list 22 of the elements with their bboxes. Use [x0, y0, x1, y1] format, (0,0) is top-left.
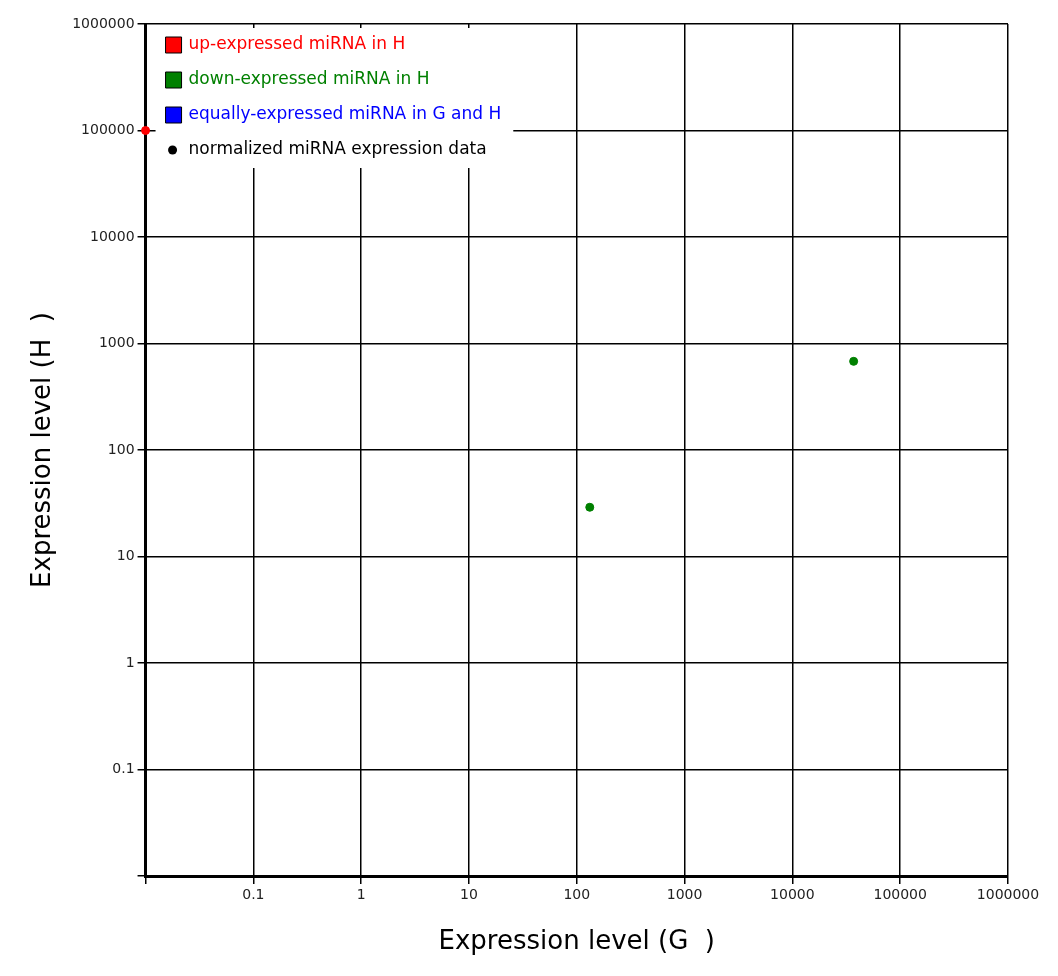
x-tick-label: 1000 [666, 886, 703, 903]
y-axis-title: Expression level (H ) [26, 312, 57, 588]
legend-label: normalized miRNA expression data [188, 138, 487, 159]
x-tick-label: 1000000 [976, 886, 1040, 903]
x-tick-label: 10 [460, 886, 478, 903]
legend-label: up-expressed miRNA in H [188, 33, 406, 54]
x-tick-label: 100000 [873, 886, 927, 903]
y-tick-label: 100 [107, 440, 135, 457]
x-tick-label: 100 [563, 886, 591, 903]
y-tick-label: 100000 [81, 121, 135, 138]
legend-label: down-expressed miRNA in H [188, 68, 430, 89]
y-tick-label: 1 [125, 653, 135, 670]
y-tick-label: 1000 [98, 334, 135, 351]
legend-label: equally-expressed miRNA in G and H [188, 103, 502, 124]
y-tick-label: 10000 [90, 227, 135, 244]
y-tick-label: 10 [116, 547, 135, 564]
y-tick-label: 0.1 [112, 760, 135, 777]
y-tick-label: 1000000 [72, 14, 135, 31]
x-tick-label: 10000 [770, 886, 815, 903]
x-axis-title: Expression level (G ) [438, 925, 715, 956]
x-tick-label: 1 [356, 886, 366, 903]
x-tick-label: 0.1 [242, 886, 265, 903]
